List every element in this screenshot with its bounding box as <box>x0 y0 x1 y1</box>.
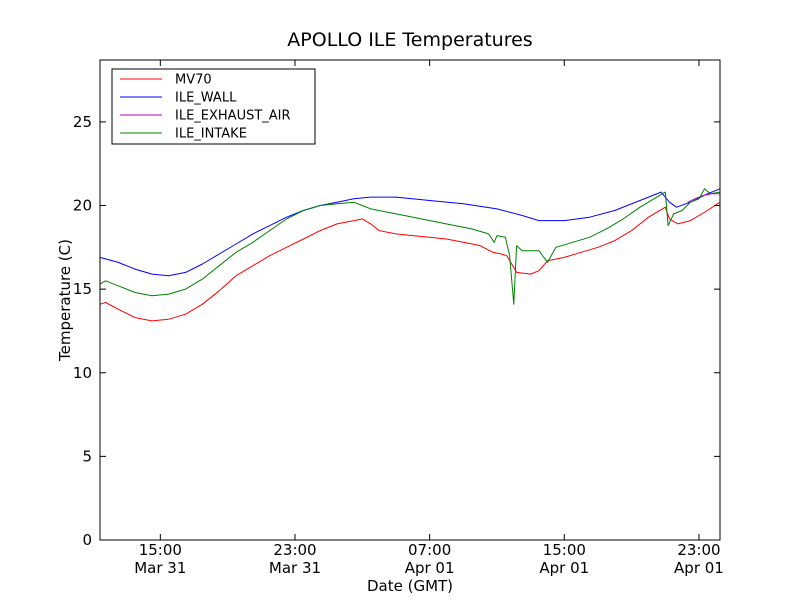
x-tick-label-date-0: Mar 31 <box>134 559 186 577</box>
legend-label-0: MV70 <box>175 73 212 88</box>
x-tick-label-time-2: 07:00 <box>408 541 451 559</box>
x-tick-label-date-2: Apr 01 <box>405 559 455 577</box>
plot-frame <box>99 59 721 541</box>
y-tick-label-1: 5 <box>82 447 92 465</box>
y-axis-label: Temperature (C) <box>56 239 74 362</box>
y-tick-label-0: 0 <box>82 531 92 549</box>
x-tick-label-date-4: Apr 01 <box>674 559 724 577</box>
x-tick-label-time-4: 23:00 <box>677 541 720 559</box>
x-tick-label-time-3: 15:00 <box>543 541 586 559</box>
legend: MV70 ILE_WALL ILE_EXHAUST_AIR ILE_INTAKE <box>111 68 316 145</box>
series-line-3 <box>99 188 721 305</box>
x-tick-label-date-3: Apr 01 <box>539 559 589 577</box>
x-tick-label-date-1: Mar 31 <box>269 559 321 577</box>
x-tick-label-time-0: 15:00 <box>139 541 182 559</box>
chart-title: APOLLO ILE Temperatures <box>287 29 532 51</box>
x-tick-label-time-1: 23:00 <box>273 541 316 559</box>
series-line-1 <box>99 188 721 277</box>
series-line-0 <box>99 201 721 322</box>
legend-box <box>111 68 316 145</box>
legend-label-3: ILE_INTAKE <box>175 127 247 142</box>
series-layer <box>99 188 721 322</box>
series-line-2 <box>687 193 720 203</box>
y-tick-label-2: 10 <box>73 364 92 382</box>
y-tick-label-5: 25 <box>73 113 92 131</box>
legend-label-2: ILE_EXHAUST_AIR <box>175 109 291 124</box>
legend-label-1: ILE_WALL <box>175 91 237 106</box>
x-axis-label: Date (GMT) <box>367 577 453 595</box>
y-tick-label-4: 20 <box>73 197 92 215</box>
y-tick-label-3: 15 <box>73 280 92 298</box>
